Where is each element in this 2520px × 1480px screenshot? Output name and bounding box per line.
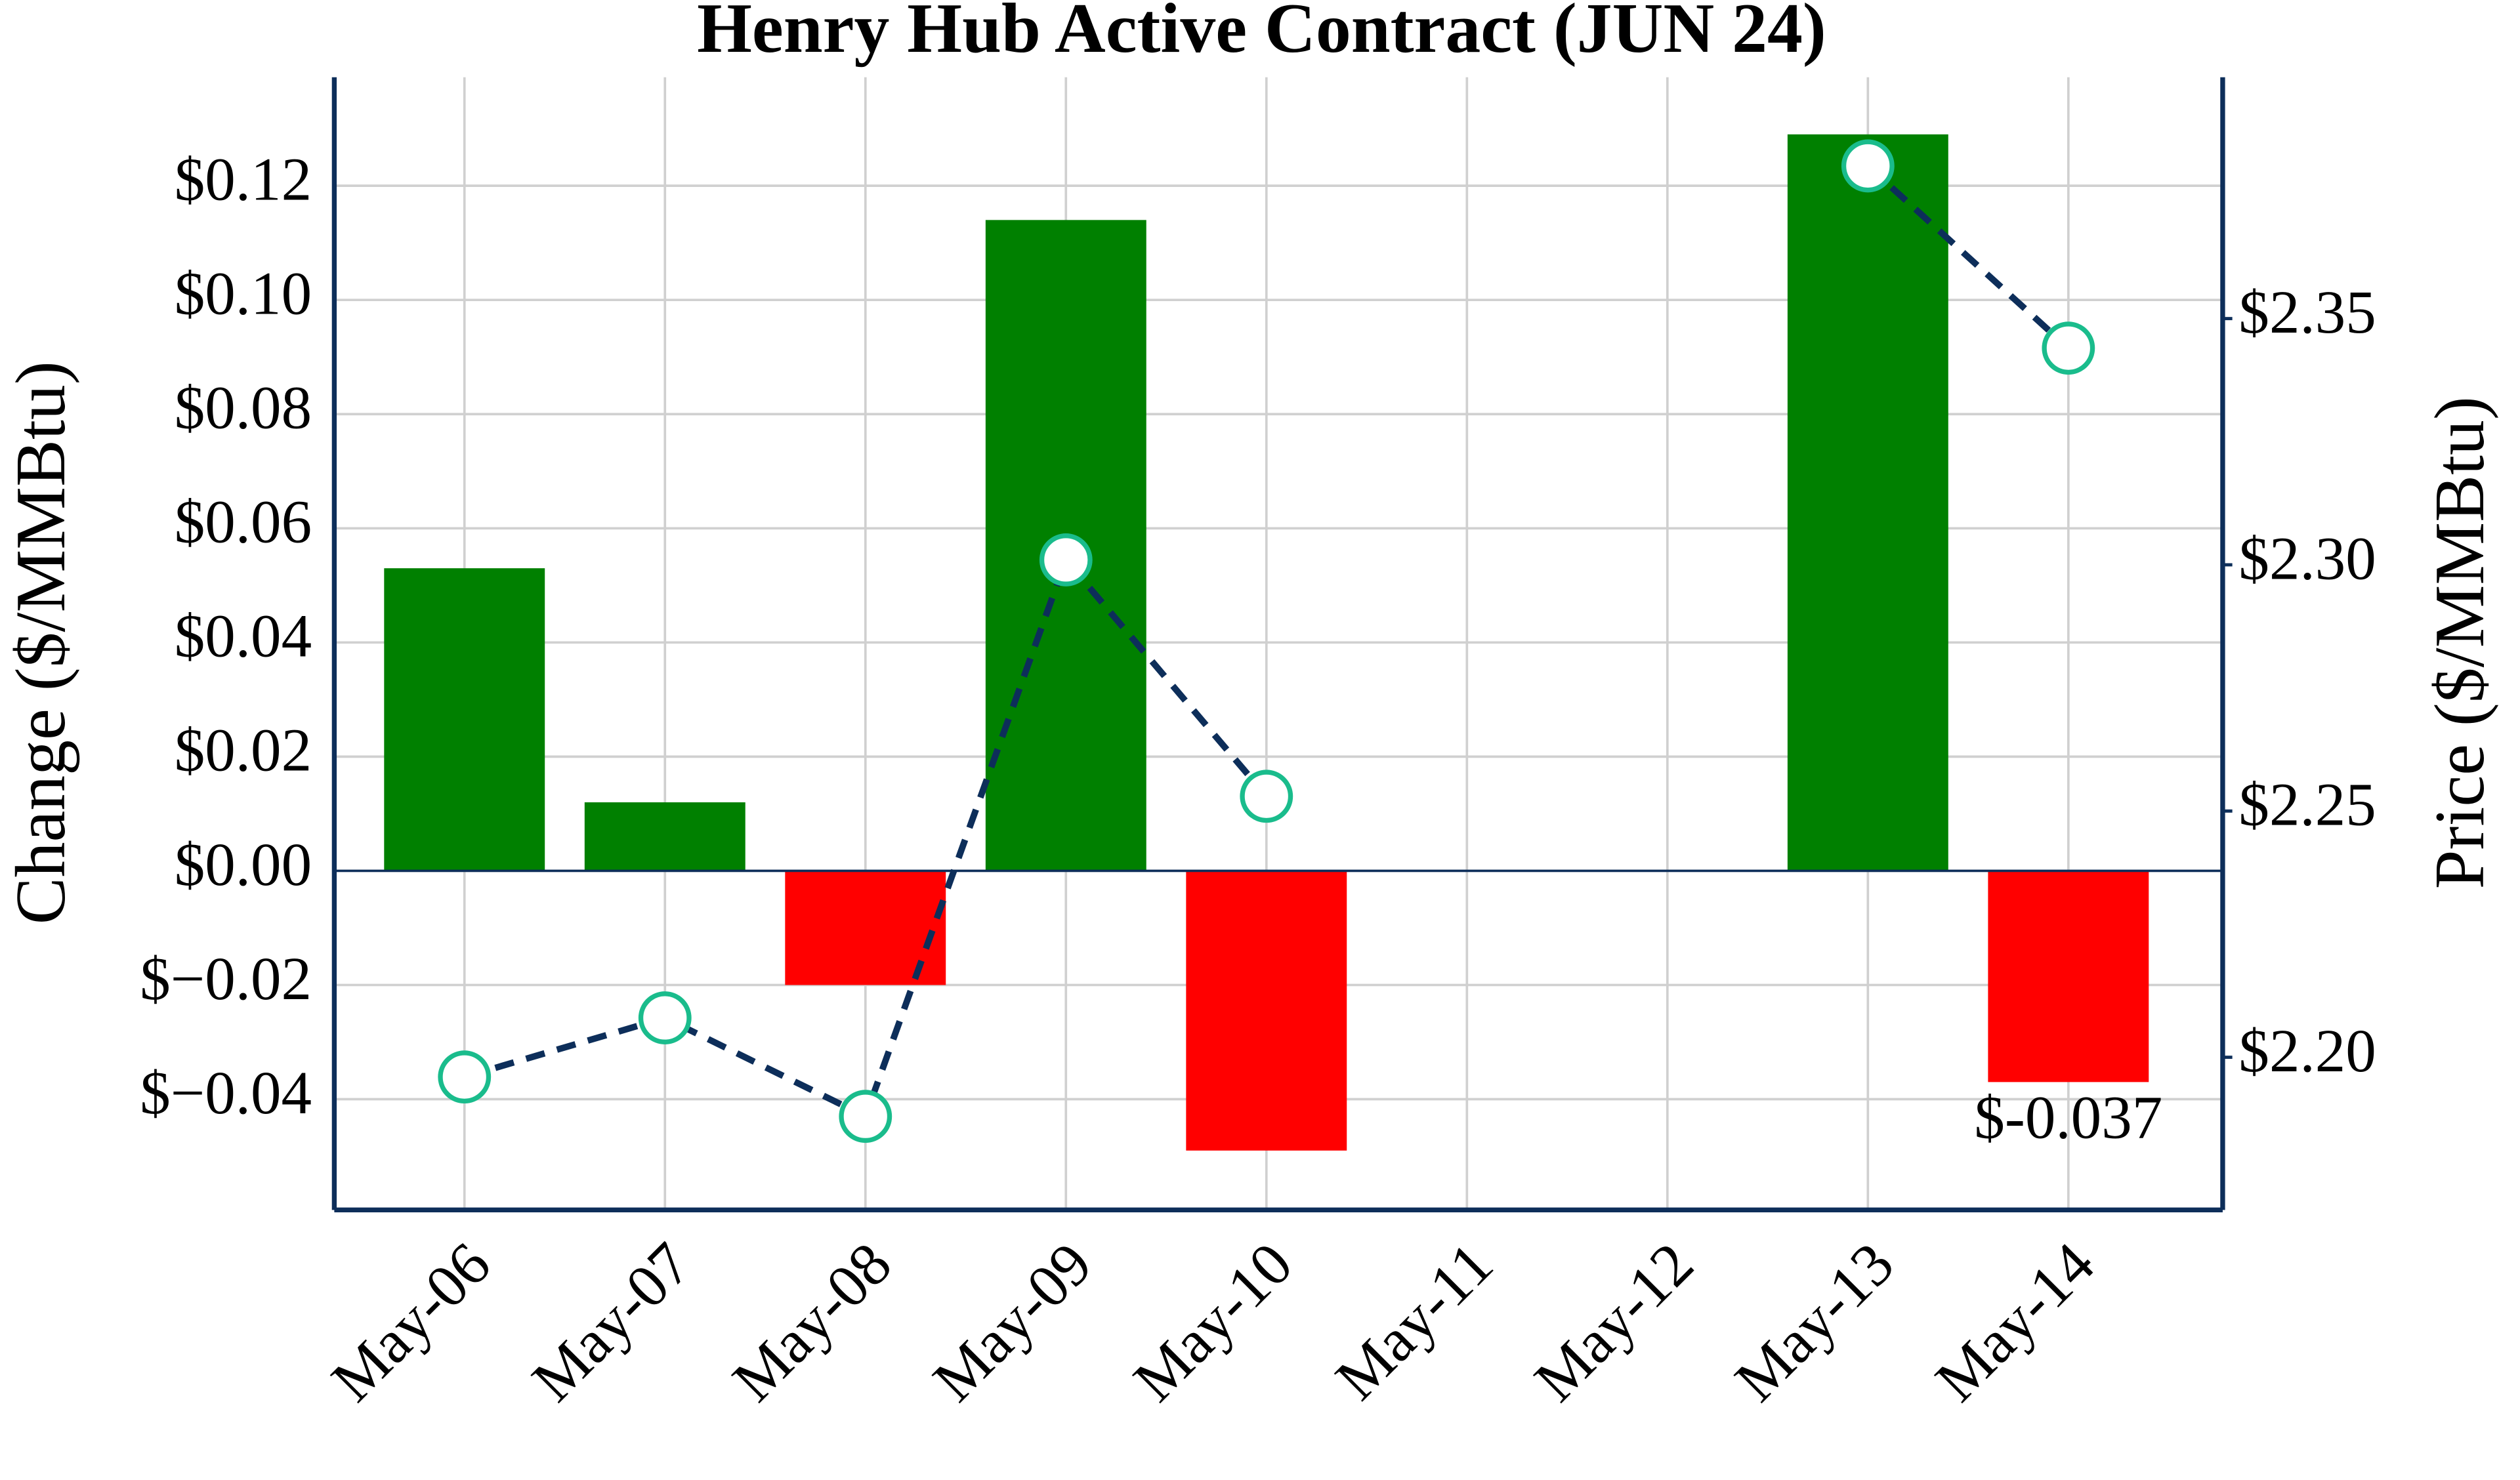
- bar: [1988, 871, 2149, 1082]
- x-tick-label: May-06: [319, 1230, 503, 1414]
- y2-tick-label: $2.20: [2238, 1018, 2376, 1085]
- marker: [1240, 770, 1293, 823]
- value-label: $-0.037: [1974, 1084, 2162, 1151]
- x-tick-label: May-11: [1323, 1230, 1506, 1413]
- bar: [384, 568, 545, 871]
- x-tick-label: May-08: [720, 1230, 904, 1414]
- x-tick-label: May-10: [1121, 1230, 1305, 1414]
- x-tick-label: May-13: [1723, 1230, 1907, 1414]
- y-axis-label: Change ($/MMBtu): [2, 361, 80, 924]
- y-tick-label: $0.02: [175, 717, 312, 785]
- y-tick-label: $0.10: [175, 260, 312, 328]
- y2-tick-label: $2.25: [2238, 771, 2376, 839]
- y-tick-label: $0.04: [175, 603, 312, 670]
- y-tick-label: $−0.02: [140, 945, 312, 1013]
- y2-tick-label: $2.30: [2238, 525, 2376, 592]
- marker: [1841, 139, 1895, 193]
- marker: [638, 991, 692, 1044]
- chart-title: Henry Hub Active Contract (JUN 24): [697, 0, 1826, 68]
- marker: [438, 1050, 492, 1104]
- y2-axis-label: Price ($/MMBtu): [2421, 396, 2499, 889]
- marker: [1039, 533, 1093, 586]
- y-tick-label: $0.06: [175, 489, 312, 556]
- y2-tick-label: $2.35: [2238, 279, 2376, 346]
- x-tick-label: May-09: [920, 1230, 1104, 1414]
- bar: [584, 802, 746, 871]
- y-tick-label: $0.12: [175, 146, 312, 213]
- x-tick-label: May-07: [519, 1230, 704, 1414]
- y-tick-label: $−0.04: [140, 1059, 312, 1127]
- marker: [2042, 321, 2095, 375]
- y-tick-label: $0.00: [175, 831, 312, 899]
- marker: [839, 1090, 892, 1143]
- bar: [1787, 134, 1948, 871]
- x-tick-label: May-14: [1923, 1230, 2107, 1414]
- x-tick-label: May-12: [1522, 1230, 1706, 1414]
- y-tick-label: $0.08: [175, 375, 312, 442]
- bar: [1186, 871, 1347, 1151]
